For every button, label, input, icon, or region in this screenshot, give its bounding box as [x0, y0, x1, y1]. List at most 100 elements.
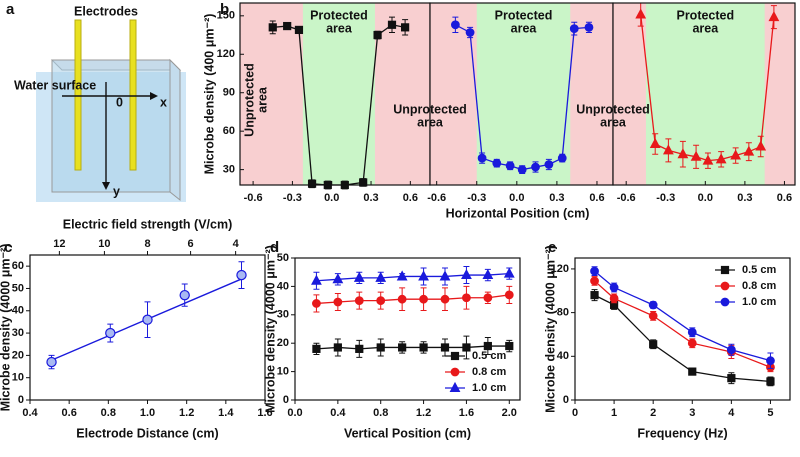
marker — [236, 269, 247, 281]
marker — [294, 25, 304, 35]
y-tick-label: 50 — [277, 252, 289, 264]
x-tick-label: 1 — [611, 407, 617, 419]
marker — [397, 294, 407, 304]
y-tick-label: 120 — [551, 263, 569, 275]
marker — [702, 154, 714, 165]
marker — [590, 276, 599, 286]
y-axis-title: Microbe density (4000 μm⁻²) — [543, 245, 557, 413]
electrodes-label: Electrodes — [74, 4, 138, 18]
x-tick-label: 0.3 — [737, 192, 752, 204]
marker — [419, 294, 428, 304]
marker — [766, 377, 775, 386]
marker — [755, 140, 767, 151]
plot-frame — [612, 2, 796, 186]
marker — [517, 165, 527, 175]
x2-axis-title: Electric field strength (V/cm) — [63, 217, 232, 231]
marker — [355, 344, 364, 353]
marker — [401, 23, 410, 32]
marker — [687, 327, 697, 337]
legend-marker — [720, 281, 730, 291]
marker — [492, 158, 502, 168]
protected-label: Protected — [676, 8, 734, 22]
protected-label: Protected — [310, 8, 368, 22]
x-tick-label: -0.3 — [283, 192, 302, 204]
marker — [730, 149, 742, 160]
x-tick-label: 0.3 — [549, 192, 564, 204]
marker — [766, 356, 775, 366]
marker — [743, 145, 755, 156]
marker — [439, 270, 451, 281]
water-surface-label: Water surface — [14, 78, 96, 92]
x-tick-label: -0.3 — [656, 192, 675, 204]
x-tick-label: 2.0 — [502, 407, 517, 419]
series-line — [316, 345, 510, 350]
marker — [373, 30, 382, 40]
x-tick-label: -0.6 — [244, 192, 263, 204]
y-tick-label: 150 — [217, 10, 235, 22]
x-tick-label: 0.3 — [363, 192, 378, 204]
panel-label: c — [4, 239, 12, 256]
protected-label: area — [692, 21, 719, 35]
x2-tick-label: 10 — [98, 238, 110, 250]
x2-tick-label: 6 — [188, 238, 194, 250]
marker — [590, 266, 599, 276]
marker — [354, 296, 364, 306]
protected-label: Protected — [495, 8, 553, 22]
legend-label: 0.5 cm — [742, 264, 776, 276]
y-tick-label: 30 — [277, 309, 289, 321]
marker — [387, 20, 397, 29]
arrow-head — [102, 182, 110, 190]
x-tick-label: 1.4 — [218, 407, 234, 419]
y-tick-label: 20 — [12, 349, 24, 361]
marker — [450, 20, 460, 30]
marker — [505, 161, 515, 171]
x-axis-label: x — [160, 95, 167, 109]
marker — [483, 341, 492, 351]
electrode — [74, 19, 82, 171]
x-tick-label: -0.6 — [617, 192, 636, 204]
y-axis-title: Microbe density (4000 μm⁻²) — [0, 244, 12, 412]
legend-label: 0.8 cm — [742, 280, 776, 292]
marker — [396, 270, 408, 281]
marker — [332, 273, 344, 284]
y-tick-label: 80 — [557, 307, 569, 319]
x-tick-label: 0.4 — [22, 407, 38, 419]
marker — [461, 268, 472, 280]
y-tick-label: 10 — [277, 366, 289, 378]
legend-marker — [450, 367, 460, 377]
marker — [376, 343, 385, 352]
legend-marker — [720, 297, 730, 307]
y-tick-label: 40 — [277, 280, 289, 292]
marker — [727, 374, 736, 383]
marker — [462, 293, 471, 303]
x-tick-label: 0.6 — [403, 192, 418, 204]
marker — [359, 178, 368, 187]
marker — [483, 293, 493, 303]
marker — [283, 21, 292, 31]
y-tick-label: 40 — [12, 305, 24, 317]
x-tick-label: 0.0 — [287, 407, 302, 419]
marker — [46, 356, 57, 368]
protected-label: area — [326, 21, 353, 35]
marker — [726, 345, 736, 355]
marker — [715, 153, 727, 164]
marker — [609, 294, 619, 303]
x-tick-label: 0.6 — [777, 192, 792, 204]
marker — [688, 367, 697, 376]
marker — [333, 297, 343, 307]
marker — [677, 148, 689, 159]
x-tick-label: -0.6 — [427, 192, 446, 204]
x-tick-label: 0.0 — [324, 192, 339, 204]
unprotected-label: Unprotected — [242, 63, 256, 137]
plot-frame — [574, 257, 791, 401]
legend-label: 1.0 cm — [472, 382, 506, 394]
x-tick-label: 0.8 — [101, 407, 116, 419]
x-tick-label: 0.4 — [330, 407, 346, 419]
marker — [635, 8, 647, 19]
marker — [687, 338, 697, 348]
marker — [505, 341, 514, 351]
x-tick-label: -0.3 — [467, 192, 486, 204]
marker — [590, 291, 599, 300]
marker — [648, 311, 658, 321]
y-axis-label: y — [113, 184, 120, 198]
